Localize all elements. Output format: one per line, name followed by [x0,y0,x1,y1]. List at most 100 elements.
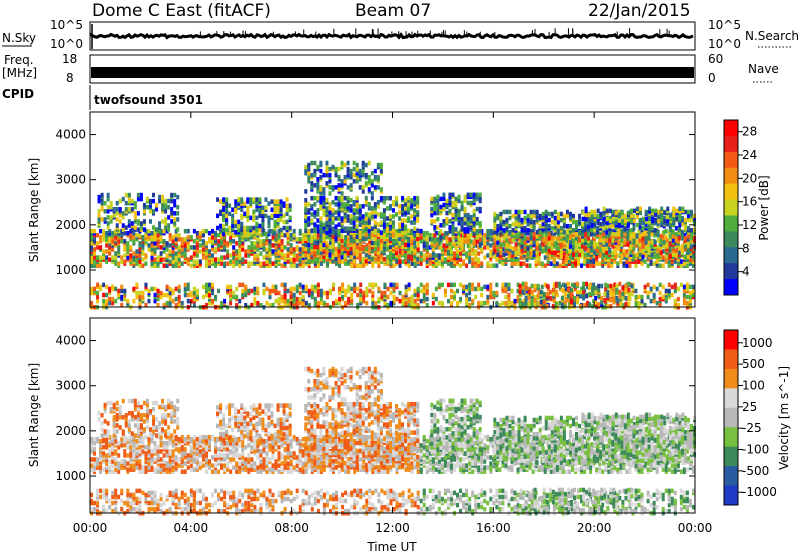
power-scatter-cell [105,292,109,298]
power-scatter-cell [454,208,458,214]
power-scatter-cell [267,215,271,221]
power-scatter-cell [344,288,348,294]
power-scatter-cell [211,235,214,240]
power-scatter-cell [168,243,172,248]
power-scatter-cell [528,263,532,268]
power-scatter-cell [504,300,508,306]
power-scatter-cell [504,235,508,240]
power-scatter-cell [259,261,263,266]
power-scatter-cell [350,298,354,304]
power-scatter-cell [264,205,268,210]
power-scatter-cell [655,300,659,306]
power-scatter-cell [207,237,211,242]
power-scatter-cell [404,239,408,244]
power-scatter-cell [659,234,663,239]
power-scatter-cell [565,213,569,219]
power-scatter-cell [249,225,253,231]
power-scatter-cell [301,239,305,244]
power-scatter-cell [316,177,320,182]
power-scatter-cell [120,232,124,238]
power-scatter-cell [486,232,490,238]
power-scatter-cell [493,248,497,253]
power-scatter-cell [174,263,178,268]
power-scatter-cell [449,249,453,254]
power-scatter-cell [192,302,196,308]
power-scatter-cell [386,257,390,262]
power-scatter-cell [478,237,482,242]
power-scatter-cell [520,244,524,249]
power-scatter-cell [611,209,615,215]
power-scatter-cell [492,290,496,296]
power-scatter-cell [274,284,278,290]
power-scatter-cell [319,232,323,238]
power-scatter-cell [395,296,399,302]
power-scatter-cell [118,219,122,224]
power-scatter-cell [350,243,354,248]
power-scatter-cell [295,288,299,294]
power-scatter-cell [344,235,348,240]
power-scatter-cell [389,290,393,296]
power-scatter-cell [537,261,541,266]
power-scatter-cell [135,294,139,300]
power-scatter-cell [440,282,444,288]
power-scatter-cell [686,225,690,231]
power-scatter-cell [325,164,329,170]
power-scatter-cell [532,209,536,215]
power-scatter-cell [578,248,582,253]
power-scatter-cell [328,232,332,238]
power-scatter-cell [355,224,359,229]
power-scatter-cell [301,232,305,238]
power-scatter-cell [589,255,593,260]
power-scatter-cell [483,284,487,290]
power-scatter-cell [413,245,417,250]
power-scatter-cell [319,292,323,298]
power-scatter-cell [646,241,650,246]
power-scatter-cell [159,294,163,300]
power-scatter-cell [508,223,512,229]
power-scatter-cell [629,244,633,249]
power-scatter-cell [495,230,499,236]
power-scatter-cell [502,228,506,233]
power-scatter-cell [477,239,481,244]
power-scatter-cell [170,219,174,224]
power-scatter-cell [422,284,426,290]
power-scatter-cell [228,225,232,231]
power-scatter-cell [376,204,380,209]
power-scatter-cell [404,224,408,229]
power-scatter-cell [471,261,475,266]
power-scatter-cell [139,196,143,202]
power-scatter-cell [152,225,156,230]
power-scatter-cell [204,251,208,256]
power-scatter-cell [364,212,368,217]
power-scatter-cell [425,282,429,288]
power-scatter-cell [641,236,645,241]
power-scatter-cell [253,245,257,250]
power-scatter-cell [340,216,344,221]
power-scatter-cell [614,250,618,255]
power-scatter-cell [358,208,362,213]
power-scatter-cell [310,212,314,217]
power-scatter-cell [313,257,317,262]
power-scatter-cell [370,206,374,211]
power-scatter-cell [544,232,548,237]
power-scatter-cell [644,252,648,257]
power-scatter-cell [650,244,654,249]
power-scatter-cell [549,261,553,266]
power-scatter-cell [407,254,411,260]
power-scatter-cell [105,284,109,290]
power-scatter-cell [398,240,402,246]
power-scatter-cell [364,172,368,178]
power-scatter-cell [231,219,235,225]
power-scatter-cell [225,209,229,214]
power-scatter-cell [489,237,493,242]
power-scatter-cell [325,290,329,296]
power-scatter-cell [319,261,323,266]
power-scatter-cell [641,232,645,237]
power-scatter-cell [183,237,187,242]
power-scatter-cell [511,246,515,251]
power-scatter-cell [114,228,118,234]
power-scatter-cell [629,213,633,219]
power-scatter-cell [162,239,166,244]
power-scatter-cell [552,298,556,304]
